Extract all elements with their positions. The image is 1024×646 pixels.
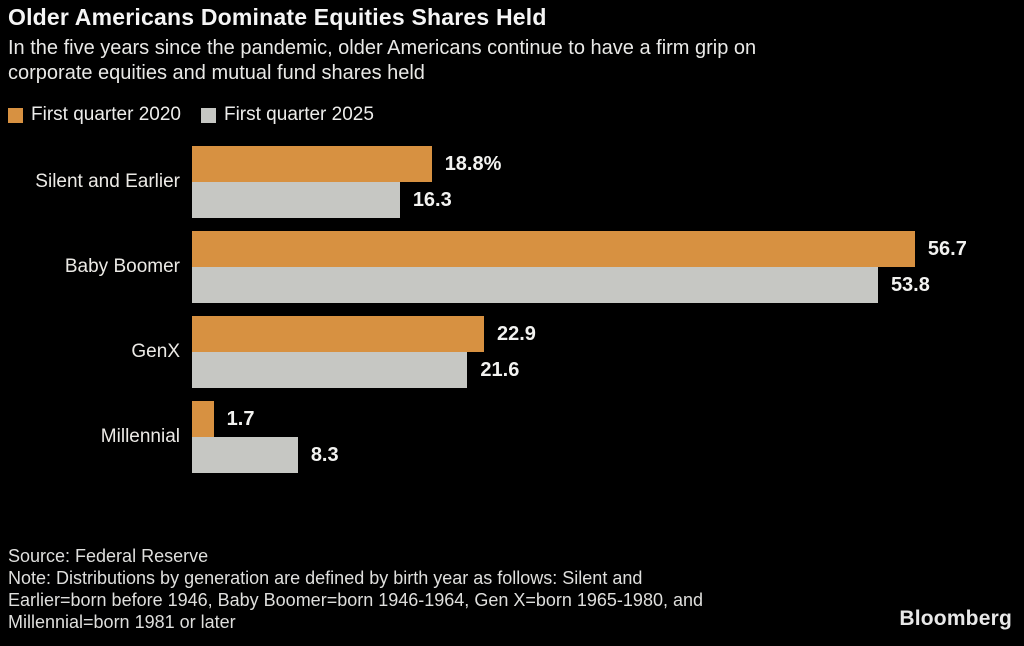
category-label: GenX [131, 341, 180, 362]
bar-row: 53.8 [192, 267, 1024, 303]
category-label: Silent and Earlier [35, 171, 180, 192]
bar-2020 [192, 231, 915, 267]
bar-pair: 18.8% 16.3 [192, 146, 1024, 218]
legend-swatch-2020 [8, 107, 23, 123]
note-line-3: Millennial=born 1981 or later [8, 612, 236, 632]
bar-2025 [192, 352, 468, 388]
subtitle-line-2: corporate equities and mutual fund share… [8, 62, 425, 84]
bar-chart: Silent and Earlier 18.8% 16.3 Baby Boomer 56… [0, 146, 1024, 486]
legend-item-2025: First quarter 2025 [200, 104, 374, 126]
source-text: Source: Federal Reserve [8, 546, 209, 566]
bar-group: Baby Boomer 56.7 53.8 [0, 231, 1024, 303]
bar-row: 21.6 [192, 352, 1024, 388]
legend: First quarter 2020 First quarter 2025 [8, 104, 374, 126]
value-label: 18.8% [444, 152, 502, 175]
bar-2020 [192, 316, 484, 352]
bar-row: 1.7 [192, 401, 1024, 437]
value-label: 56.7 [927, 237, 967, 260]
value-label: 21.6 [480, 358, 520, 381]
chart-subtitle: In the five years since the pandemic, ol… [8, 36, 756, 86]
footer: Source: Federal Reserve Note: Distributi… [8, 545, 703, 633]
bar-row: 8.3 [192, 437, 1024, 473]
bar-2025 [192, 437, 298, 473]
bar-2020 [192, 146, 432, 182]
bar-row: 18.8% [192, 146, 1024, 182]
legend-label-2025: First quarter 2025 [223, 104, 374, 125]
bar-group: Silent and Earlier 18.8% 16.3 [0, 146, 1024, 218]
value-label: 8.3 [310, 443, 339, 466]
bar-row: 22.9 [192, 316, 1024, 352]
category-label: Millennial [100, 426, 180, 447]
note-line-1: Note: Distributions by generation are de… [8, 568, 643, 588]
legend-item-2020: First quarter 2020 [8, 104, 181, 126]
bar-pair: 22.9 21.6 [192, 316, 1024, 388]
legend-label-2020: First quarter 2020 [31, 104, 181, 125]
subtitle-line-1: In the five years since the pandemic, ol… [8, 37, 757, 59]
bar-row: 16.3 [192, 182, 1024, 218]
bar-pair: 1.7 8.3 [192, 401, 1024, 473]
bar-row: 56.7 [192, 231, 1024, 267]
value-label: 16.3 [412, 188, 452, 211]
bloomberg-logo: Bloomberg [899, 607, 1012, 630]
value-label: 53.8 [890, 273, 930, 296]
value-label: 1.7 [226, 407, 255, 430]
legend-swatch-2025 [200, 107, 216, 123]
value-label: 22.9 [496, 322, 536, 345]
chart-title: Older Americans Dominate Equities Shares… [8, 4, 547, 30]
bar-group: GenX 22.9 21.6 [0, 316, 1024, 388]
category-label: Baby Boomer [64, 256, 180, 277]
note-line-2: Earlier=born before 1946, Baby Boomer=bo… [8, 590, 703, 610]
bar-pair: 56.7 53.8 [192, 231, 1024, 303]
bar-2025 [192, 267, 878, 303]
bar-2025 [192, 182, 400, 218]
bar-2020 [192, 401, 214, 437]
bar-group: Millennial 1.7 8.3 [0, 401, 1024, 473]
